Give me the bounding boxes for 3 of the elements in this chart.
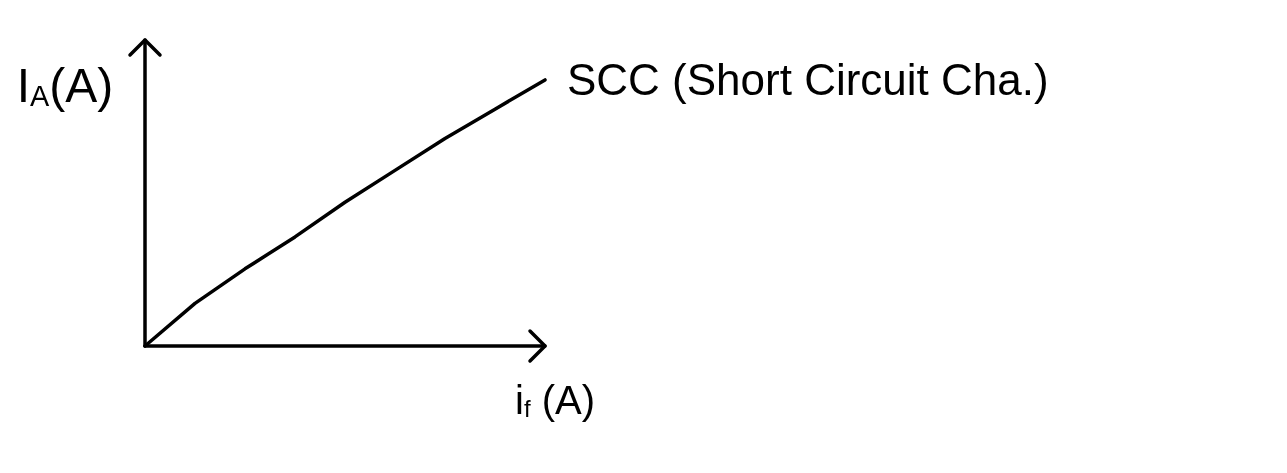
- series-label: SCC (Short Circuit Cha.): [567, 55, 1049, 105]
- x-axis-title: if (A): [515, 378, 595, 422]
- y-axis-title: IA(A): [16, 59, 114, 113]
